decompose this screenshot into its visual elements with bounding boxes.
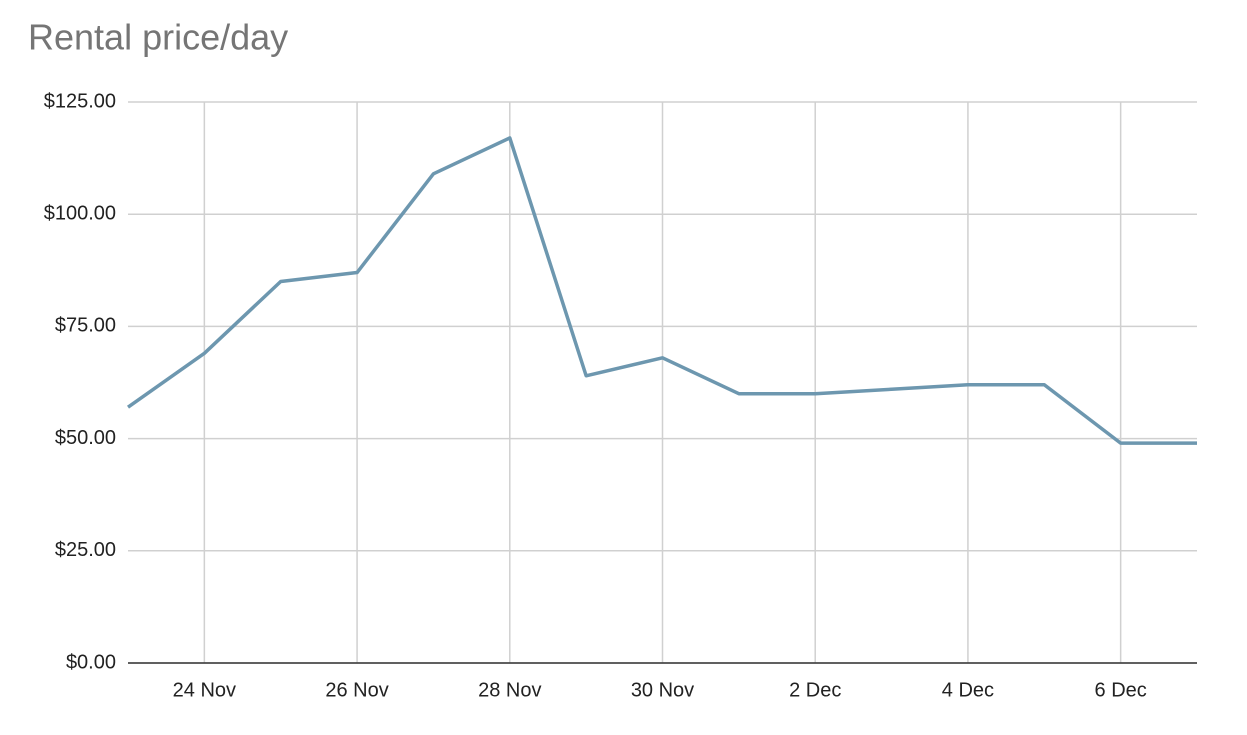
x-tick-label: 4 Dec	[942, 679, 994, 701]
y-tick-label: $100.00	[44, 202, 116, 224]
x-tick-label: 26 Nov	[325, 679, 388, 701]
y-tick-label: $75.00	[55, 315, 116, 337]
price-line	[126, 136, 1197, 445]
x-tick-label: 2 Dec	[789, 679, 841, 701]
y-tick-label: $25.00	[55, 539, 116, 561]
x-tick-label: 6 Dec	[1095, 679, 1147, 701]
y-tick-label: $125.00	[44, 90, 116, 112]
x-tick-label: 24 Nov	[173, 679, 236, 701]
y-tick-label: $50.00	[55, 427, 116, 449]
y-tick-label: $0.00	[66, 651, 116, 673]
chart-title: Rental price/day	[28, 17, 288, 58]
x-tick-label: 30 Nov	[631, 679, 694, 701]
x-tick-label: 28 Nov	[478, 679, 541, 701]
